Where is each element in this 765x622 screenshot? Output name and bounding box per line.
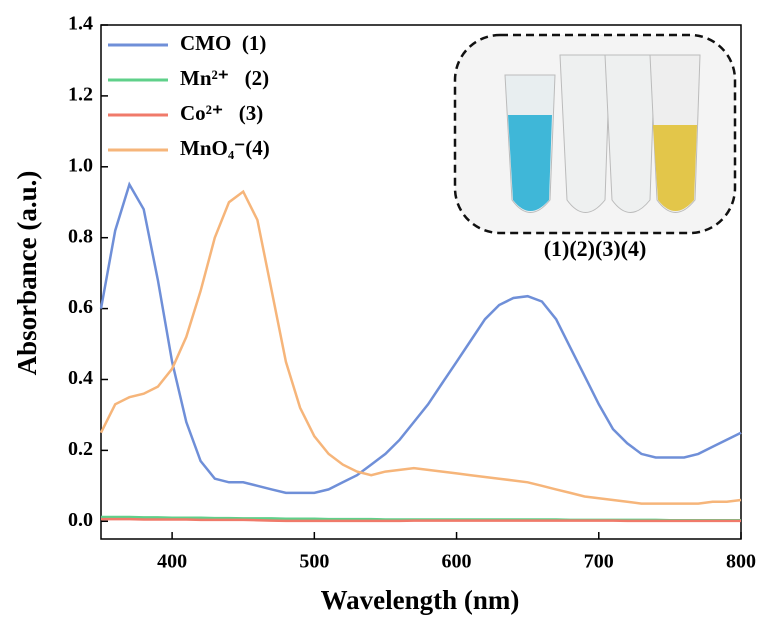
y-tick-label: 1.2 <box>68 83 93 105</box>
x-tick-label: 500 <box>299 551 329 573</box>
y-tick-label: 0.6 <box>68 296 93 318</box>
x-tick-label: 400 <box>157 551 187 573</box>
y-tick-label: 0.8 <box>68 225 93 247</box>
y-tick-label: 0.0 <box>68 509 93 531</box>
chart: (1)(2)(3)(4) Wavelength (nm) Absorbance … <box>0 0 765 622</box>
y-tick-label: 1.0 <box>68 154 93 176</box>
inset-label: (1)(2)(3)(4) <box>544 236 647 261</box>
x-axis-label: Wavelength (nm) <box>321 585 520 615</box>
legend-label: Co²⁺ (3) <box>180 101 263 125</box>
inset-photo <box>455 35 735 233</box>
x-tick-label: 600 <box>442 551 472 573</box>
y-tick-label: 0.4 <box>68 367 93 389</box>
x-tick-label: 700 <box>584 551 614 573</box>
y-axis-label: Absorbance (a.u.) <box>12 171 42 376</box>
legend-label: Mn²⁺ (2) <box>180 66 269 90</box>
x-tick-label: 800 <box>726 551 756 573</box>
legend-label: MnO₄⁻(4) <box>180 136 270 160</box>
legend-label: CMO (1) <box>180 31 266 55</box>
y-tick-label: 1.4 <box>68 13 93 35</box>
y-tick-label: 0.2 <box>68 438 93 460</box>
